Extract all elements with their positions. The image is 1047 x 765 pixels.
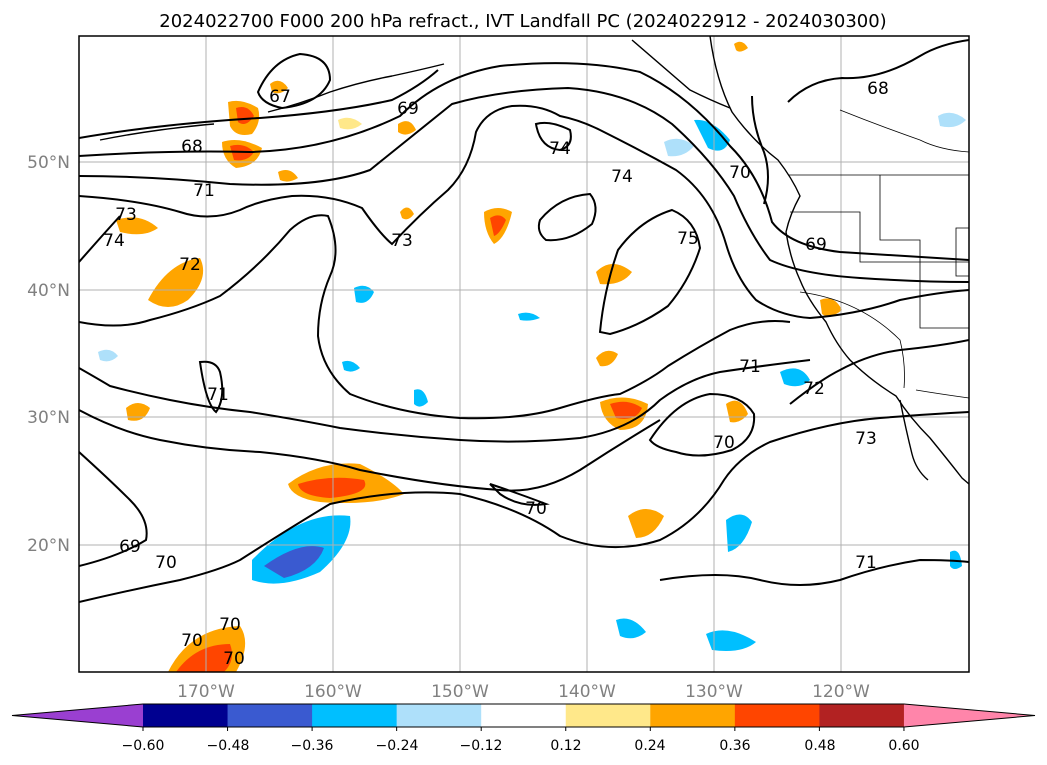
- shade-warm: [148, 258, 204, 307]
- colorbar: [11, 703, 1036, 731]
- contour-label: 72: [179, 255, 201, 275]
- colorbar-segment: [143, 704, 229, 727]
- shade-cool: [726, 514, 752, 552]
- shade-warm: [490, 215, 506, 236]
- shade-cool: [780, 368, 810, 387]
- contour-label: 71: [739, 357, 761, 377]
- colorbar-segment: [227, 704, 313, 727]
- colorbar-tick-labels: −0.60 −0.48 −0.36 −0.24 −0.12 0.12 0.24 …: [122, 738, 920, 754]
- map-frame: [78, 35, 970, 673]
- gridlines: [79, 36, 969, 672]
- contour-label: 67: [269, 87, 291, 107]
- shade-cool: [706, 630, 756, 651]
- contour-label: 75: [677, 229, 699, 249]
- colorbar-tick-label: −0.12: [460, 738, 503, 754]
- colorbar-tick-label: 0.12: [550, 738, 581, 754]
- colorbar-tick-label: 0.60: [888, 738, 919, 754]
- shade-warm: [270, 80, 288, 94]
- shade-warm: [400, 207, 414, 220]
- map-panel: 67 68 69 71 73 74 72 73 74 74 70 68 69 7…: [79, 36, 969, 672]
- contour-label: 70: [729, 163, 751, 183]
- shade-warm: [398, 121, 416, 135]
- colorbar-tick-label: −0.24: [376, 738, 419, 754]
- contour-label: 72: [803, 379, 825, 399]
- colorbar-segment: [903, 704, 1035, 727]
- contour-label: 70: [525, 499, 547, 519]
- contour-label: 68: [867, 79, 889, 99]
- shade-warm: [734, 41, 748, 52]
- shade-warm: [596, 350, 618, 367]
- shade-warm: [628, 509, 664, 538]
- colorbar-segment: [819, 704, 905, 727]
- shade-warm: [596, 264, 632, 285]
- contour-label: 73: [855, 429, 877, 449]
- contour-label: 71: [207, 385, 229, 405]
- colorbar-tick-label: −0.60: [122, 738, 165, 754]
- shade-warm: [610, 401, 642, 419]
- contour-lines: [79, 39, 969, 603]
- lon-label: 140°W: [558, 682, 616, 702]
- contour-label: 69: [119, 537, 141, 557]
- contour-label: 74: [103, 231, 125, 251]
- shade-cool: [264, 546, 324, 578]
- shade-warm: [820, 298, 842, 317]
- contour-label: 68: [181, 137, 203, 157]
- shade-cool: [98, 349, 118, 362]
- contour-label: 69: [805, 235, 827, 255]
- colorbar-segment: [481, 704, 567, 727]
- lon-label: 150°W: [431, 682, 489, 702]
- shade-warm: [176, 644, 232, 672]
- lon-label: 130°W: [685, 682, 743, 702]
- contour-label: 70: [181, 631, 203, 651]
- shade-warm: [278, 170, 298, 182]
- contour-label: 74: [549, 139, 571, 159]
- lon-label: 170°W: [177, 682, 235, 702]
- contour-label: 73: [391, 231, 413, 251]
- shade-warm: [116, 217, 158, 235]
- shade-cool: [694, 119, 730, 151]
- shade-cool: [938, 112, 966, 128]
- shade-cool: [664, 138, 694, 157]
- colorbar-segment: [565, 704, 651, 727]
- lat-label: 40°N: [27, 281, 70, 301]
- contour-label: 70: [219, 615, 241, 635]
- colorbar-segment: [12, 704, 143, 727]
- chart-title: 2024022700 F000 200 hPa refract., IVT La…: [159, 11, 886, 32]
- contour-label: 71: [193, 181, 215, 201]
- shade-cool: [342, 360, 360, 372]
- shade-cool: [414, 389, 428, 407]
- shade-cool: [518, 312, 540, 321]
- contour-label: 74: [611, 167, 633, 187]
- colorbar-segment: [396, 704, 482, 727]
- lat-label: 50°N: [27, 153, 70, 173]
- lat-label: 30°N: [27, 408, 70, 428]
- colorbar-segment: [650, 704, 736, 727]
- shade-cool: [950, 550, 962, 569]
- shade-warm: [298, 477, 366, 498]
- lon-label: 160°W: [304, 682, 362, 702]
- lat-axis-labels: 50°N 40°N 30°N 20°N: [27, 153, 70, 556]
- contour-label: 70: [223, 649, 245, 669]
- lon-axis-labels: 170°W 160°W 150°W 140°W 130°W 120°W: [177, 682, 870, 702]
- borders: [788, 109, 969, 399]
- lat-label: 20°N: [27, 536, 70, 556]
- shade-warm: [126, 403, 150, 421]
- contour-label: 73: [115, 205, 137, 225]
- contour-label: 69: [397, 99, 419, 119]
- colorbar-tick-label: 0.24: [634, 738, 665, 754]
- colorbar-segment: [312, 704, 398, 727]
- colorbar-tick-label: −0.48: [207, 738, 250, 754]
- contour-label: 70: [155, 553, 177, 573]
- shade-warm: [338, 117, 362, 130]
- shade-cool: [616, 618, 646, 639]
- lon-label: 120°W: [812, 682, 870, 702]
- colorbar-segment: [734, 704, 820, 727]
- contour-label: 71: [855, 553, 877, 573]
- contour-label: 70: [713, 433, 735, 453]
- colorbar-tick-label: −0.36: [291, 738, 334, 754]
- colorbar-tick-label: 0.36: [719, 738, 750, 754]
- colorbar-tick-label: 0.48: [804, 738, 835, 754]
- contour-labels: 67 68 69 71 73 74 72 73 74 74 70 68 69 7…: [103, 79, 889, 669]
